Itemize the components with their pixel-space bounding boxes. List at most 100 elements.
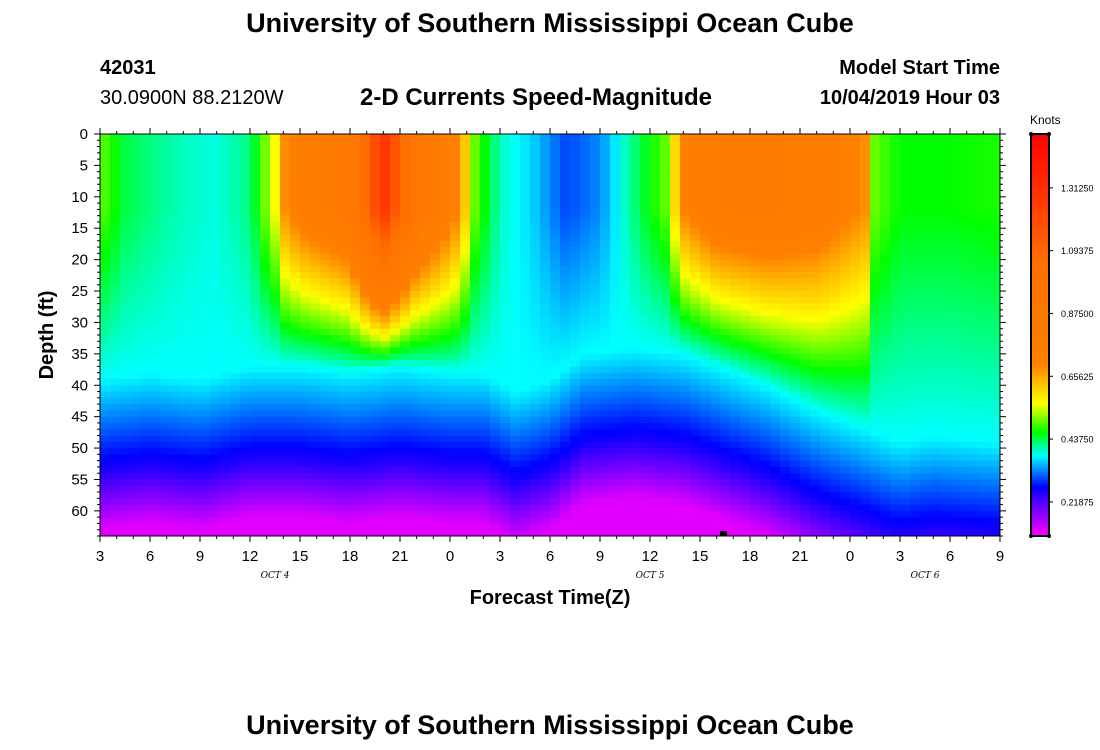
heatmap-cell: [780, 460, 791, 468]
heatmap-cell: [420, 441, 431, 449]
heatmap-cell: [120, 378, 131, 386]
heatmap-cell: [580, 184, 591, 192]
heatmap-cell: [100, 247, 111, 254]
heatmap-cell: [320, 410, 331, 418]
heatmap-cell: [820, 460, 831, 468]
heatmap-cell: [360, 454, 371, 462]
heatmap-cell: [140, 146, 151, 154]
heatmap-cell: [530, 504, 541, 512]
heatmap-cell: [740, 190, 751, 198]
heatmap-cell: [390, 297, 401, 305]
heatmap-cell: [200, 479, 211, 487]
heatmap-cell: [760, 140, 771, 148]
heatmap-cell: [600, 460, 611, 468]
heatmap-cell: [650, 517, 661, 525]
heatmap-cell: [240, 196, 251, 204]
heatmap-cell: [260, 196, 271, 204]
heatmap-cell: [510, 278, 521, 286]
heatmap-cell: [240, 171, 251, 179]
heatmap-cell: [490, 410, 501, 418]
heatmap-cell: [230, 284, 241, 292]
heatmap-cell: [140, 422, 151, 430]
heatmap-cell: [430, 240, 441, 248]
heatmap-cell: [350, 404, 361, 411]
heatmap-cell: [270, 529, 281, 536]
heatmap-cell: [260, 347, 271, 355]
heatmap-cell: [790, 297, 801, 305]
heatmap-cell: [530, 265, 541, 273]
heatmap-cell: [860, 504, 871, 512]
heatmap-cell: [170, 347, 181, 355]
heatmap-cell: [210, 435, 221, 443]
heatmap-cell: [350, 203, 361, 210]
heatmap-cell: [600, 498, 611, 506]
heatmap-cell: [520, 291, 531, 298]
heatmap-cell: [520, 441, 531, 449]
heatmap-cell: [140, 335, 151, 342]
heatmap-cell: [580, 416, 591, 424]
heatmap-cell: [590, 391, 601, 399]
heatmap-cell: [860, 177, 871, 185]
heatmap-cell: [380, 297, 391, 305]
heatmap-cell: [790, 316, 801, 324]
heatmap-cell: [460, 221, 471, 229]
heatmap-cell: [280, 517, 291, 525]
heatmap-cell: [270, 372, 281, 380]
heatmap-cell: [150, 479, 161, 487]
heatmap-cell: [430, 184, 441, 192]
heatmap-cell: [650, 303, 661, 311]
heatmap-cell: [310, 335, 321, 342]
heatmap-cell: [650, 190, 661, 198]
heatmap-cell: [100, 303, 111, 311]
heatmap-cell: [380, 510, 391, 518]
heatmap-cell: [700, 391, 711, 399]
heatmap-cell: [720, 322, 731, 330]
heatmap-cell: [870, 498, 881, 506]
heatmap-cell: [850, 278, 861, 286]
heatmap-cell: [360, 259, 371, 267]
heatmap-cell: [270, 309, 281, 317]
heatmap-cell: [500, 291, 511, 298]
heatmap-cell: [130, 259, 141, 267]
heatmap-cell: [670, 504, 681, 512]
heatmap-cell: [870, 335, 881, 342]
heatmap-cell: [780, 366, 791, 374]
heatmap-cell: [100, 284, 111, 292]
heatmap-cell: [650, 492, 661, 499]
heatmap-cell: [480, 448, 491, 455]
heatmap-cell: [680, 498, 691, 506]
heatmap-cell: [760, 416, 771, 424]
heatmap-cell: [360, 140, 371, 148]
heatmap-cell: [200, 165, 211, 173]
heatmap-cell: [850, 177, 861, 185]
heatmap-cell: [230, 360, 241, 368]
heatmap-cell: [430, 159, 441, 167]
heatmap-cell: [520, 171, 531, 179]
heatmap-cell: [860, 259, 871, 267]
heatmap-cell: [730, 177, 741, 185]
heatmap-cell: [800, 372, 811, 380]
heatmap-cell: [190, 309, 201, 317]
heatmap-cell: [770, 297, 781, 305]
heatmap-cell: [650, 309, 661, 317]
heatmap-cell: [770, 335, 781, 342]
heatmap-cell: [380, 422, 391, 430]
heatmap-cell: [130, 240, 141, 248]
heatmap-cell: [320, 284, 331, 292]
heatmap-cell: [240, 184, 251, 192]
heatmap-cell: [670, 234, 681, 242]
heatmap-cell: [790, 448, 801, 455]
heatmap-cell: [580, 385, 591, 393]
heatmap-cell: [480, 429, 491, 437]
heatmap-cell: [350, 278, 361, 286]
heatmap-cell: [220, 171, 231, 179]
heatmap-cell: [640, 322, 651, 330]
heatmap-cell: [790, 422, 801, 430]
heatmap-cell: [580, 253, 591, 261]
heatmap-cell: [820, 385, 831, 393]
heatmap-cell: [730, 215, 741, 223]
heatmap-cell: [510, 385, 521, 393]
heatmap-cell: [150, 341, 161, 349]
heatmap-cell: [360, 221, 371, 229]
heatmap-cell: [820, 159, 831, 167]
